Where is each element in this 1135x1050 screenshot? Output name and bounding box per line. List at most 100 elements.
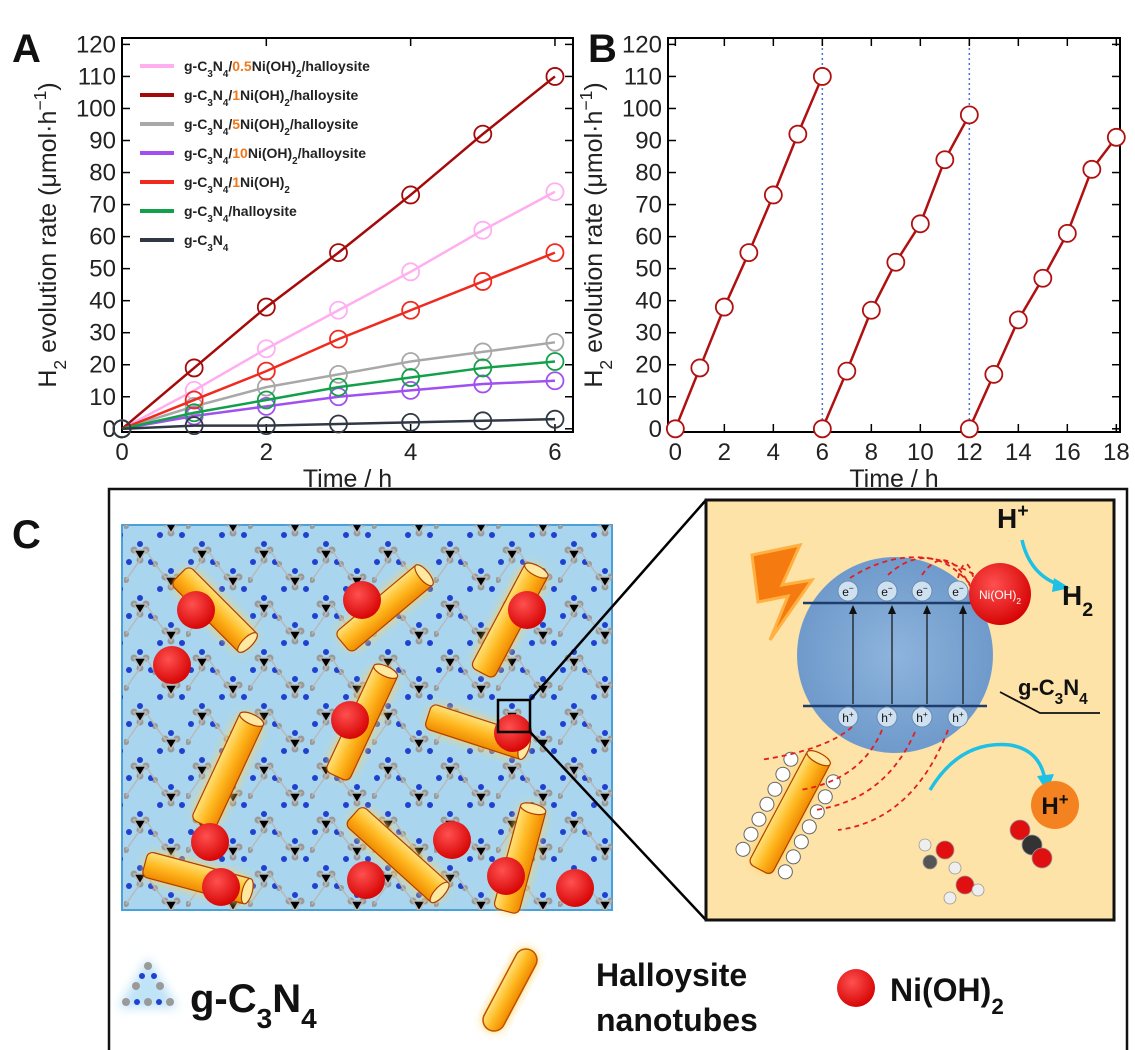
y-axis-title: H2 evolution rate (μmol·h−1) xyxy=(30,82,70,387)
data-point xyxy=(886,252,906,272)
y-tick-label: 0 xyxy=(103,416,116,443)
legend-label: nanotubes xyxy=(596,1002,758,1038)
data-point xyxy=(329,364,348,384)
data-point xyxy=(401,300,421,320)
light-bolt xyxy=(750,542,816,641)
nioh2-particle xyxy=(153,646,191,684)
series-line xyxy=(121,341,556,430)
data-point xyxy=(473,220,493,240)
data-point xyxy=(1106,127,1126,147)
panel-label: C xyxy=(12,513,41,557)
series-line xyxy=(121,75,556,430)
hole xyxy=(876,706,898,728)
plot-frame xyxy=(667,37,1121,433)
data-point xyxy=(329,377,348,397)
data-point xyxy=(959,105,979,125)
data-point xyxy=(184,390,204,410)
panel-c-frame xyxy=(107,487,1129,1050)
series-line xyxy=(121,379,556,431)
hole xyxy=(947,706,969,728)
mechanism: e− h+ e− h+ e− h+ e− h+ Ni(OH)2 H+ H2 g-C3N4 H+ xyxy=(735,500,1100,905)
y-tick-label: 40 xyxy=(635,288,662,315)
data-point xyxy=(788,124,808,144)
surface-charge xyxy=(801,819,817,835)
y-tick-label: 10 xyxy=(89,384,116,411)
x-tick-label: 4 xyxy=(404,439,417,466)
data-point xyxy=(256,396,276,416)
oxidation-arrow xyxy=(928,742,1047,791)
hole xyxy=(837,706,859,728)
hole-label: h+ xyxy=(916,709,928,725)
data-point xyxy=(812,419,832,439)
data-point xyxy=(401,185,421,205)
legend-label: g-C3N4/1Ni(OH)2 xyxy=(184,174,290,196)
x-tick-label: 18 xyxy=(1103,439,1130,466)
y-tick-label: 100 xyxy=(622,95,662,122)
data-point xyxy=(256,377,276,397)
panel-label: A xyxy=(12,27,41,71)
hole-label: h+ xyxy=(881,709,893,725)
electron-transfer xyxy=(921,559,979,604)
data-point xyxy=(329,414,348,434)
x-tick-label: 2 xyxy=(718,439,731,466)
y-tick-label: 30 xyxy=(89,320,116,347)
y-tick-label: 60 xyxy=(635,224,662,251)
y-tick-label: 0 xyxy=(649,416,662,443)
x-tick-label: 0 xyxy=(115,439,128,466)
surface-charge xyxy=(767,781,783,797)
nioh2-particle xyxy=(177,591,215,629)
data-point xyxy=(473,124,493,144)
nanotube-end xyxy=(239,711,265,727)
arrow-head xyxy=(923,605,931,614)
legend-label: g-C3N4 xyxy=(190,977,317,1034)
y-tick-label: 80 xyxy=(89,160,116,187)
hole xyxy=(911,706,933,728)
data-point xyxy=(545,332,565,352)
zoom-box xyxy=(496,698,532,734)
x-tick-label: 6 xyxy=(816,439,829,466)
series-line xyxy=(121,360,556,431)
y-tick-label: 10 xyxy=(635,384,662,411)
electron-transfer xyxy=(887,557,976,591)
electron xyxy=(837,580,859,602)
nioh2-particle xyxy=(191,823,229,861)
x-tick-label: 8 xyxy=(865,439,878,466)
molecule-atom xyxy=(918,838,932,852)
y-tick-label: 70 xyxy=(635,192,662,219)
released-proton-label: H+ xyxy=(1041,790,1068,821)
molecule-atom xyxy=(948,861,962,875)
electron-label: e− xyxy=(881,583,893,599)
series-line xyxy=(121,190,556,430)
data-point xyxy=(401,412,421,432)
data-point xyxy=(959,419,979,439)
legend-label: g-C3N4/10Ni(OH)2/halloysite xyxy=(184,145,366,167)
legend-label: g-C3N4/1Ni(OH)2/halloysite xyxy=(184,87,359,109)
y-tick-label: 110 xyxy=(78,63,116,90)
legend-label: Ni(OH)2 xyxy=(890,972,1004,1019)
data-point xyxy=(545,67,565,86)
data-point xyxy=(1057,223,1077,243)
legend-icon-lattice xyxy=(118,958,178,1008)
nioh2-particle xyxy=(433,821,471,859)
nanotube xyxy=(735,750,841,880)
data-point xyxy=(665,419,685,439)
nanotube-end xyxy=(240,877,254,905)
surface-charge xyxy=(751,811,767,827)
data-point xyxy=(812,67,832,86)
composite-decor xyxy=(142,562,594,914)
nioh2-particle xyxy=(343,581,381,619)
data-point xyxy=(256,339,276,359)
data-point xyxy=(256,297,276,317)
data-point xyxy=(401,380,421,400)
hole-label: h+ xyxy=(952,709,964,725)
surface-charge xyxy=(777,864,793,880)
data-point xyxy=(763,185,783,205)
data-point xyxy=(545,182,565,202)
data-point xyxy=(545,352,565,371)
y-axis-title: H2 evolution rate (μmol·h−1) xyxy=(576,82,616,387)
x-tick-label: 6 xyxy=(548,439,561,466)
surface-charge xyxy=(743,826,759,842)
hole-transfer xyxy=(837,729,949,831)
y-tick-label: 60 xyxy=(89,224,116,251)
